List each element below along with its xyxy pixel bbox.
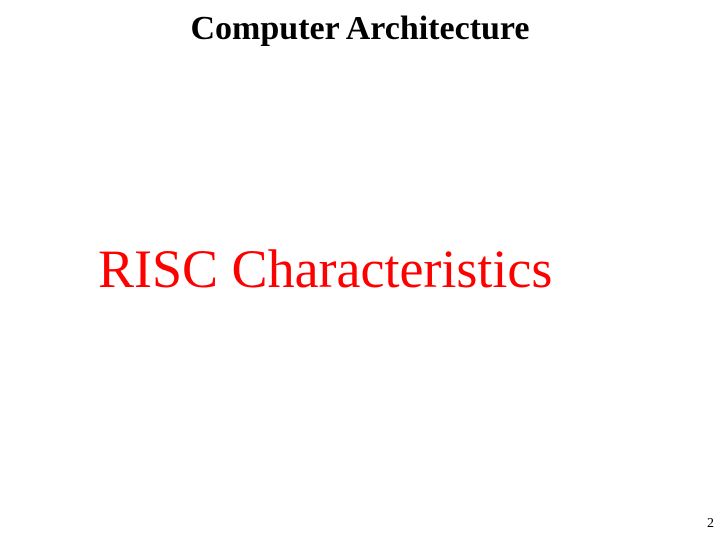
page-number: 2 bbox=[707, 516, 714, 532]
slide-header: Computer Architecture bbox=[0, 10, 720, 48]
slide-title: RISC Characteristics bbox=[98, 238, 552, 300]
